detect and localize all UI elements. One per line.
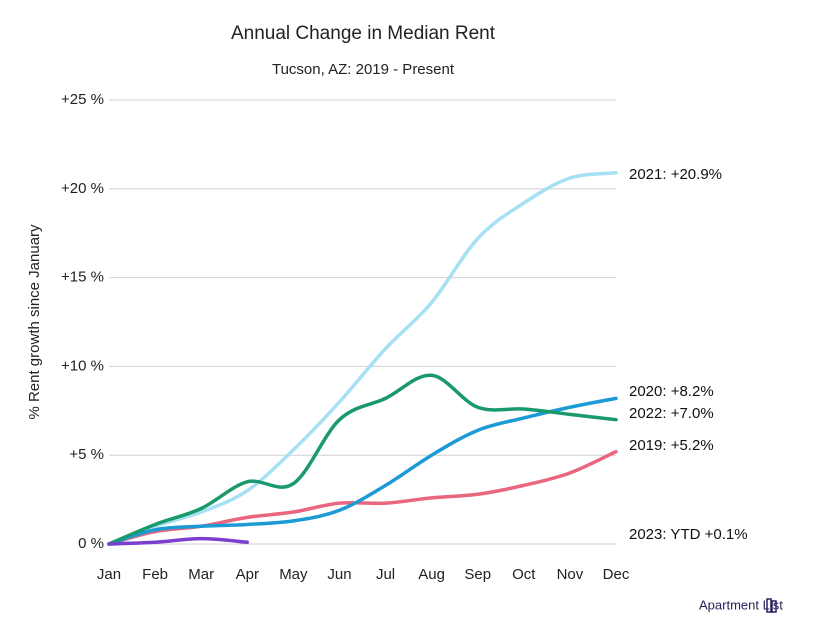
annotation: 2021: +20.9% — [629, 166, 722, 183]
y-axis-label: % Rent growth since January — [26, 224, 43, 420]
x-tick-label: Nov — [557, 566, 584, 583]
chart-title: Annual Change in Median Rent — [231, 23, 496, 44]
y-tick-label: 0 % — [78, 535, 104, 552]
brand: Apartment List — [699, 597, 783, 612]
x-tick-label: Jul — [376, 566, 395, 583]
chart-subtitle: Tucson, AZ: 2019 - Present — [272, 61, 455, 78]
x-tick-label: Dec — [603, 566, 630, 583]
y-tick-label: +15 % — [61, 269, 104, 286]
annotation: 2022: +7.0% — [629, 405, 714, 422]
x-tick-label: Jun — [327, 566, 351, 583]
annotation: 2020: +8.2% — [629, 383, 714, 400]
series-line — [107, 373, 618, 546]
x-tick-label: Jan — [97, 566, 121, 583]
x-tick-label: Mar — [188, 566, 214, 583]
x-tick-label: Feb — [142, 566, 168, 583]
x-tick-label: Oct — [512, 566, 536, 583]
annotation: 2023: YTD +0.1% — [629, 526, 748, 543]
series-line — [107, 536, 250, 546]
annotation: 2019: +5.2% — [629, 437, 714, 454]
y-tick-label: +20 % — [61, 180, 104, 197]
series-line — [107, 171, 618, 546]
x-tick-label: May — [279, 566, 308, 583]
y-tick-label: +25 % — [61, 91, 104, 108]
y-tick-label: +5 % — [69, 446, 104, 463]
x-tick-label: Sep — [464, 566, 491, 583]
x-tick-label: Apr — [236, 566, 259, 583]
x-tick-label: Aug — [418, 566, 445, 583]
series-line — [107, 396, 618, 546]
brand-logo: Apartment List — [699, 597, 783, 613]
y-tick-label: +10 % — [61, 357, 104, 374]
